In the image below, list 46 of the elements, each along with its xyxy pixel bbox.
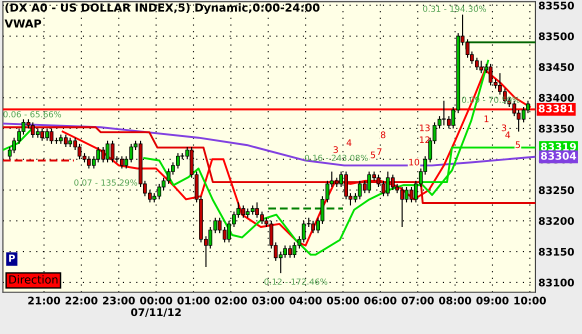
x-tick-label: 03:00 <box>252 296 284 304</box>
annotation: 4 <box>505 132 510 138</box>
x-tick-label: 10:00 <box>514 296 546 304</box>
annotation: 4 <box>346 139 352 146</box>
x-tick-label: 07:00 <box>402 296 434 304</box>
x-tick-label: 02:00 <box>214 296 247 304</box>
text: VWAP <box>4 19 42 28</box>
annotation: P <box>9 254 15 262</box>
x-tick-label: 04:00 <box>290 296 322 304</box>
annotation: Direction <box>9 275 58 284</box>
ref-line-label: 83381 <box>538 104 574 112</box>
annotation: 3 <box>334 146 338 154</box>
y-tick-label: 83450 <box>538 63 574 72</box>
annotation: 5 <box>370 152 376 158</box>
annotation: 0.16 - 243.08% <box>304 154 368 161</box>
y-tick-label: 83550 <box>538 2 574 10</box>
annotation: 13 <box>420 124 430 132</box>
x-tick-label: 09:00 <box>476 296 509 304</box>
chart-title: (DX A0 - US DOLLAR INDEX,5) Dynamic,0:00-24:00 <box>5 3 320 14</box>
annotation: 0.12 - 172.46% <box>264 278 328 285</box>
annotation: 1 <box>484 116 488 122</box>
y-tick-label: 83350 <box>538 124 574 133</box>
annotation: 0.06 - 65.66% <box>3 111 62 118</box>
annotation: 83304 <box>541 152 576 160</box>
annotation: 3 <box>502 124 506 132</box>
annotation: 0.07 - 135.29% <box>74 179 138 186</box>
annotation: 7 <box>377 148 382 155</box>
annotation: 10 <box>409 158 420 166</box>
y-tick-label: 83500 <box>538 32 574 40</box>
x-tick-label: 01:00 <box>177 296 210 304</box>
annotation: 8 <box>380 131 386 138</box>
x-tick-label: 22:00 <box>66 296 98 304</box>
x-tick-label: 21:00 <box>28 296 60 304</box>
y-tick-label: 83250 <box>538 186 574 194</box>
y-tick-label: 83400 <box>538 94 574 102</box>
x-tick-label: 06:00 <box>364 296 396 304</box>
y-tick-label: 83200 <box>538 217 574 225</box>
y-tick-label: 83100 <box>538 278 574 287</box>
annotation: 0.31 - 194.30% <box>423 6 486 12</box>
x-tick-label: 08:00 <box>439 296 472 304</box>
annotation: 12 <box>420 136 430 144</box>
y-tick-label: 83150 <box>538 248 574 256</box>
x-tick-label: 23:00 <box>103 296 135 304</box>
x-tick-label: 05:00 <box>326 296 360 304</box>
annotation: 5 <box>516 141 520 148</box>
annotation: 83319 <box>541 142 576 151</box>
